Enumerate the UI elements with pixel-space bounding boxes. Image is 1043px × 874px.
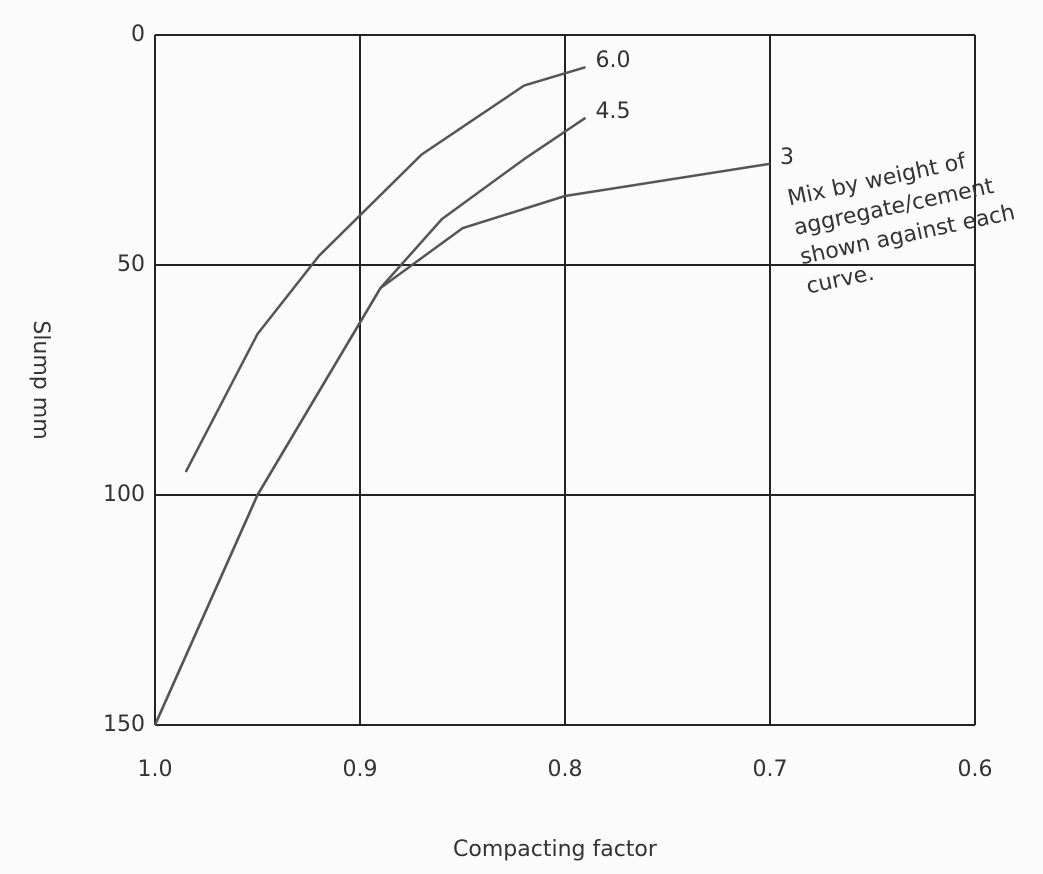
chart: Compacting factor Slump mm 1.0 0.9 0.8 0.7 0… bbox=[0, 0, 1043, 874]
y-tick-label: 0 bbox=[131, 22, 145, 47]
x-tick-label: 0.8 bbox=[548, 757, 583, 782]
y-tick-label: 150 bbox=[103, 712, 145, 737]
x-tick-label: 0.9 bbox=[343, 757, 378, 782]
y-tick-label: 100 bbox=[103, 482, 145, 507]
legend-label: 3 bbox=[780, 145, 794, 170]
y-tick-label: 50 bbox=[117, 252, 145, 277]
curve bbox=[155, 164, 770, 725]
x-tick-label: 0.6 bbox=[958, 757, 993, 782]
legend-label: 4.5 bbox=[596, 99, 631, 124]
legend-label: 6.0 bbox=[596, 48, 631, 73]
y-axis-label: Slump mm bbox=[28, 320, 53, 439]
page: Compacting factor Slump mm 1.0 0.9 0.8 0.7 0… bbox=[0, 0, 1043, 874]
x-tick-label: 1.0 bbox=[138, 757, 173, 782]
x-tick-label: 0.7 bbox=[753, 757, 788, 782]
x-axis-label: Compacting factor bbox=[453, 837, 658, 862]
curve bbox=[186, 67, 586, 472]
